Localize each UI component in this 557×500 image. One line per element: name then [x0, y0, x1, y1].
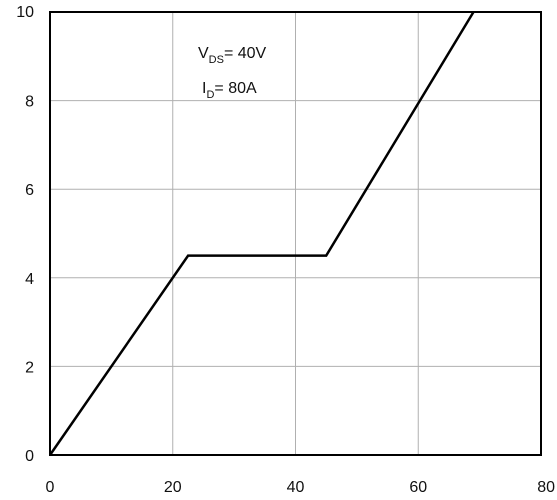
tick-labels: 0 20 40 60 80 0 2 4 6 8 10	[16, 4, 555, 496]
x-tick-label-40: 40	[287, 479, 305, 496]
series-group	[48, 11, 475, 456]
y-tick-label-8: 8	[25, 94, 34, 111]
y-tick-label-0: 0	[25, 448, 34, 465]
y-tick-label-10: 10	[16, 4, 34, 21]
x-tick-label-60: 60	[409, 479, 427, 496]
x-tick-label-20: 20	[164, 479, 182, 496]
x-tick-label-0: 0	[46, 479, 55, 496]
grid-lines	[50, 12, 541, 455]
vds-annotation: VDS= 40V	[198, 45, 267, 66]
y-tick-label-2: 2	[25, 359, 34, 376]
id-annotation: ID= 80A	[202, 80, 257, 101]
plot-frame	[49, 11, 542, 456]
series-line-0	[48, 11, 475, 456]
annotations: VDS= 40V ID= 80A	[198, 45, 267, 101]
x-tick-label-80: 80	[537, 479, 555, 496]
y-tick-label-4: 4	[25, 271, 34, 288]
y-tick-label-6: 6	[25, 182, 34, 199]
